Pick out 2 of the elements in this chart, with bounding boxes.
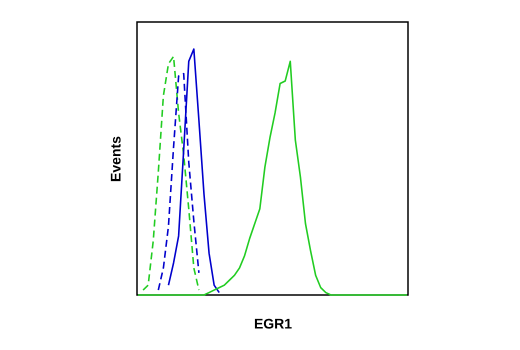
x-axis-title: EGR1 — [254, 316, 292, 332]
y-axis-title: Events — [108, 136, 124, 182]
